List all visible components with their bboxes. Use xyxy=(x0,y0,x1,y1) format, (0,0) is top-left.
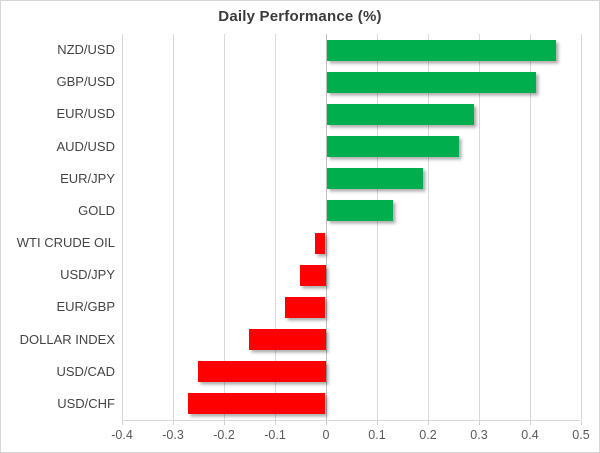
category-label: GBP/USD xyxy=(56,74,115,90)
zero-axis-line xyxy=(325,34,327,420)
bar-eur-usd xyxy=(326,103,475,125)
x-tick-label: -0.3 xyxy=(162,428,184,442)
x-tick-label: 0.4 xyxy=(521,428,539,442)
axis-tick xyxy=(478,421,480,425)
x-tick-label: 0.3 xyxy=(470,428,488,442)
x-axis-line xyxy=(122,420,581,421)
x-tick-label: -0.2 xyxy=(213,428,235,442)
bar-usd-cad xyxy=(198,361,326,383)
bar-gold xyxy=(326,200,393,222)
gridline xyxy=(223,34,225,420)
gridline xyxy=(427,34,429,420)
category-label: USD/CHF xyxy=(57,395,115,411)
axis-tick xyxy=(580,421,582,425)
category-label: WTI CRUDE OIL xyxy=(16,235,115,251)
axis-tick xyxy=(274,421,276,425)
category-label: EUR/GBP xyxy=(56,299,115,315)
x-tick-label: 0.2 xyxy=(419,428,437,442)
gridline xyxy=(172,34,174,420)
x-tick-label: -0.1 xyxy=(264,428,286,442)
gridline xyxy=(121,34,123,420)
chart-title: Daily Performance (%) xyxy=(218,8,382,25)
category-label: DOLLAR INDEX xyxy=(19,331,115,347)
x-tick-label: -0.4 xyxy=(111,428,133,442)
gridline xyxy=(529,34,531,420)
x-tick-label: 0.1 xyxy=(368,428,386,442)
category-label: USD/JPY xyxy=(60,267,115,283)
bar-usd-jpy xyxy=(300,264,326,286)
axis-tick xyxy=(376,421,378,425)
x-tick-label: 0.5 xyxy=(572,428,590,442)
category-label: GOLD xyxy=(78,202,115,218)
category-label: NZD/USD xyxy=(57,42,115,58)
gridline xyxy=(478,34,480,420)
bar-dollar-index xyxy=(249,329,326,351)
bar-wti-crude-oil xyxy=(315,232,326,254)
bar-eur-gbp xyxy=(284,296,326,318)
bar-nzd-usd xyxy=(326,39,556,61)
bar-eur-jpy xyxy=(326,168,424,190)
bar-aud-usd xyxy=(326,136,460,158)
axis-tick xyxy=(172,421,174,425)
axis-tick xyxy=(223,421,225,425)
category-label: EUR/JPY xyxy=(60,170,115,186)
bar-gbp-usd xyxy=(326,71,536,93)
category-label: USD/CAD xyxy=(56,363,115,379)
axis-tick xyxy=(529,421,531,425)
category-label: AUD/USD xyxy=(56,138,115,154)
gridline xyxy=(580,34,582,420)
axis-tick xyxy=(121,421,123,425)
gridline xyxy=(376,34,378,420)
axis-tick xyxy=(325,421,327,425)
gridline xyxy=(274,34,276,420)
axis-tick xyxy=(427,421,429,425)
x-tick-label: 0 xyxy=(322,428,330,442)
category-label: EUR/USD xyxy=(56,106,115,122)
bar-usd-chf xyxy=(187,393,326,415)
